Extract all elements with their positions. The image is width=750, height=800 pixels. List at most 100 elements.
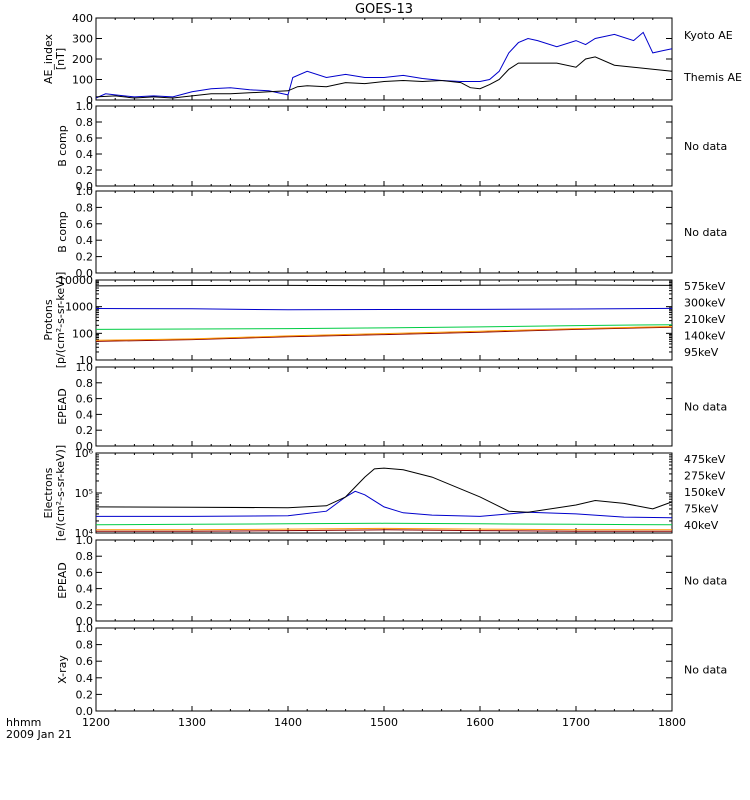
y-tick-label: 100 — [72, 74, 93, 87]
y-tick-label: 0.2 — [76, 424, 94, 437]
y-tick-label: 10000 — [58, 274, 93, 287]
y-tick-label: 300 — [72, 33, 93, 46]
panel-frame — [95, 627, 673, 712]
no-data-label: No data — [684, 226, 727, 239]
y-axis-label: Electrons — [42, 467, 55, 518]
y-tick-label: 0.6 — [76, 566, 94, 579]
y-axis-label: X-ray — [56, 655, 69, 684]
panel-frame — [95, 366, 673, 447]
y-tick-label: 0.4 — [76, 148, 94, 161]
panel-bcomp2: 0.0 0.2 0.4 0.6 0.8 1.0 B comp No data — [56, 185, 727, 280]
y-axis-label: Protons — [42, 299, 55, 340]
series-line-140kev — [95, 307, 673, 311]
y-axis-label: B comp — [56, 211, 69, 253]
y-axis-label: [e/(cm²-s-sr-keV)] — [54, 445, 67, 541]
x-tick-label: 1500 — [370, 716, 398, 729]
series-line-75kev — [96, 490, 673, 519]
legend-entry: 95keV — [684, 346, 719, 359]
y-axis-label: AE_index — [42, 33, 55, 84]
y-tick-label: 0.4 — [76, 234, 94, 247]
no-data-label: No data — [684, 140, 727, 153]
legend-entry: 275keV — [684, 470, 726, 483]
y-tick-label: 0.2 — [76, 688, 94, 701]
y-tick-label: 1.0 — [76, 185, 94, 198]
legend-entry: 575keV — [684, 280, 726, 293]
date-label: 2009 Jan 21 — [6, 728, 72, 741]
legend-entry: 475keV — [684, 453, 726, 466]
y-tick-label: 0.4 — [76, 408, 94, 421]
y-tick-label: 0.2 — [76, 251, 94, 264]
y-tick-label: 100 — [72, 327, 93, 340]
series-line-275kev — [96, 527, 672, 531]
panel-bcomp1: 0.0 0.2 0.4 0.6 0.8 1.0 B comp No data — [56, 100, 727, 193]
y-tick-label: 0.8 — [76, 201, 94, 214]
legend-entry: 150keV — [684, 486, 726, 499]
panel-frame — [95, 539, 673, 622]
legend-entry: Kyoto AE — [684, 29, 733, 42]
x-tick-label: 1400 — [274, 716, 302, 729]
y-tick-label: 1.0 — [76, 100, 94, 113]
series-line-150kev — [95, 522, 673, 526]
legend-entry: 40keV — [684, 519, 719, 532]
panel-epead1: 0.0 0.2 0.4 0.6 0.8 1.0 EPEAD No data — [56, 361, 727, 453]
panel-frame — [95, 452, 673, 534]
x-tick-label: 1600 — [466, 716, 494, 729]
y-tick-label: 10 — [79, 354, 93, 367]
y-tick-label: 10⁶ — [75, 447, 94, 460]
y-axis-label: EPEAD — [56, 388, 69, 425]
y-tick-label: 0.2 — [76, 599, 94, 612]
legend-entry: 300keV — [684, 297, 726, 310]
panels-group: 0 100 200 300 400 AE_index [nT] Kyoto AE Themis … — [42, 12, 742, 729]
y-tick-label: 0.0 — [76, 705, 94, 718]
y-tick-label: 0.2 — [76, 164, 94, 177]
no-data-label: No data — [684, 575, 727, 588]
y-axis-label: [p/(cm²-s-sr-keV)] — [54, 272, 67, 369]
y-tick-label: 400 — [72, 12, 93, 25]
y-tick-label: 10⁴ — [75, 527, 94, 540]
no-data-label: No data — [684, 401, 727, 414]
no-data-label: No data — [684, 664, 727, 677]
y-tick-label: 0.8 — [76, 639, 94, 652]
series-line-475kev — [96, 529, 672, 532]
y-tick-label: 0.0 — [76, 440, 94, 453]
y-tick-label: 1000 — [65, 301, 93, 314]
series-line-210kev — [95, 324, 673, 330]
series-line-40kev — [95, 467, 673, 513]
y-axis-label: EPEAD — [56, 562, 69, 599]
y-tick-label: 200 — [72, 53, 93, 66]
legend-entry: Themis AE — [683, 71, 742, 84]
y-tick-label: 0.8 — [76, 116, 94, 129]
y-tick-label: 1.0 — [76, 534, 94, 547]
series-line-95kev — [95, 284, 673, 287]
panel-epead2: 0.0 0.2 0.4 0.6 0.8 1.0 EPEAD No data — [56, 534, 727, 628]
x-tick-label: 1300 — [178, 716, 206, 729]
series-line-575kev — [95, 326, 673, 342]
y-axis-label: B comp — [56, 125, 69, 167]
x-tick-label: 1200 — [82, 716, 110, 729]
panel-xray: 0.0 0.2 0.4 0.6 0.8 1.0 X-ray No data — [56, 622, 727, 718]
series-line-themis-ae — [95, 56, 673, 99]
y-axis-label: [nT] — [54, 48, 67, 70]
legend-entry: 140keV — [684, 330, 726, 343]
y-tick-label: 0.8 — [76, 377, 94, 390]
x-tick-label: 1800 — [658, 716, 686, 729]
time-unit-label: hhmm — [6, 716, 41, 729]
y-tick-label: 10⁵ — [75, 487, 93, 500]
x-tick-label: 1700 — [562, 716, 590, 729]
y-tick-label: 0.4 — [76, 583, 94, 596]
y-tick-label: 0.0 — [76, 615, 94, 628]
y-tick-label: 0.6 — [76, 655, 94, 668]
y-tick-label: 0.6 — [76, 218, 94, 231]
legend-entry: 210keV — [684, 313, 726, 326]
y-tick-label: 1.0 — [76, 622, 94, 635]
y-tick-label: 0.0 — [76, 267, 94, 280]
series-line-300kev — [95, 326, 673, 341]
panel-frame — [95, 279, 673, 361]
y-tick-label: 0 — [86, 94, 93, 107]
panel-electrons: 10⁴ 10⁵ 10⁶ Electrons [e/(cm²-s-sr-keV)] 475k… — [42, 445, 726, 541]
legend-entry: 75keV — [684, 503, 719, 516]
y-tick-label: 1.0 — [76, 361, 94, 374]
series-line-kyoto-ae — [95, 31, 673, 99]
